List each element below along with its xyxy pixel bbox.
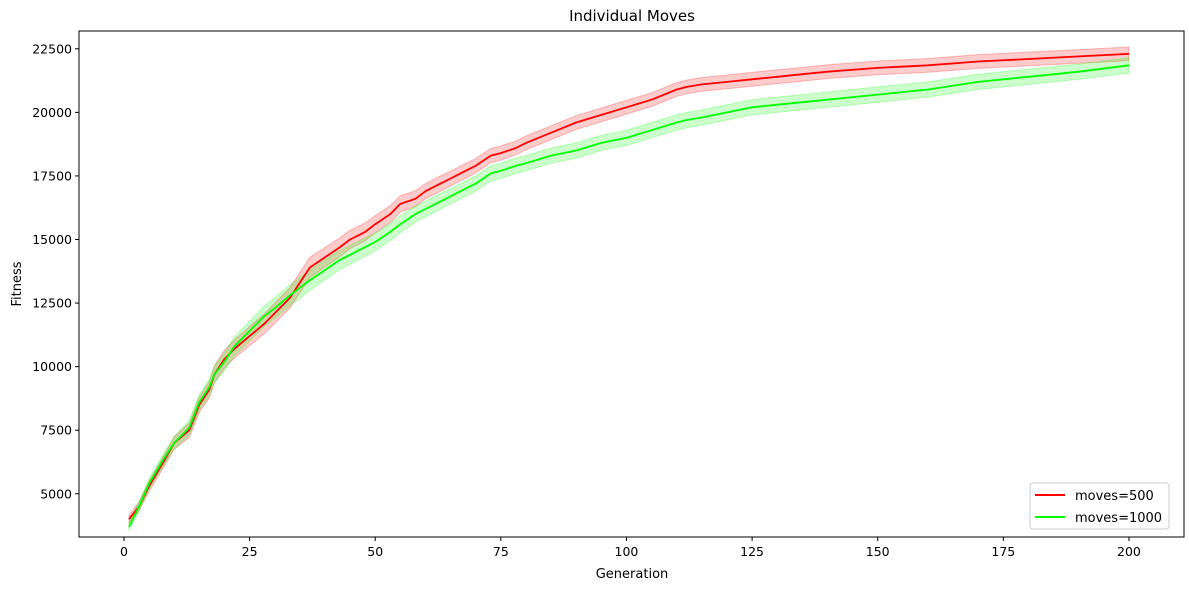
- chart-title: Individual Moves: [569, 7, 695, 25]
- line-series-1: [128, 64, 1130, 528]
- x-tick-label: 175: [991, 544, 1015, 559]
- y-tick-label: 15000: [32, 232, 72, 247]
- x-tick-label: 75: [493, 544, 509, 559]
- y-tick-label: 20000: [32, 105, 72, 120]
- band-series-0: [128, 46, 1130, 525]
- x-tick-label: 0: [120, 544, 128, 559]
- legend: moves=500 moves=1000: [1029, 482, 1170, 530]
- y-tick-label: 10000: [32, 359, 72, 374]
- x-axis-title: Generation: [596, 567, 669, 582]
- x-tick-label: 100: [615, 544, 639, 559]
- y-tick-label: 7500: [40, 423, 72, 438]
- y-axis-title: Fitness: [10, 261, 25, 306]
- x-tick-label: 200: [1117, 544, 1141, 559]
- y-tick-label: 5000: [40, 486, 72, 501]
- line-series-0: [128, 53, 1130, 520]
- series-lines: [128, 53, 1130, 528]
- x-axis: 0 25 50 75 100 125 150 175 200: [120, 537, 1141, 559]
- y-tick-label: 17500: [32, 168, 72, 183]
- y-tick-label: 22500: [32, 41, 72, 56]
- legend-label-moves-500: moves=500: [1075, 489, 1154, 504]
- legend-label-moves-1000: moves=1000: [1075, 511, 1162, 526]
- x-tick-label: 150: [866, 544, 890, 559]
- plot-frame: [78, 30, 1185, 538]
- x-tick-label: 125: [740, 544, 764, 559]
- y-axis: 5000 7500 10000 12500 15000 17500 20000 22500: [32, 41, 79, 501]
- x-tick-label: 50: [367, 544, 383, 559]
- band-series-1: [128, 57, 1130, 531]
- y-tick-label: 12500: [32, 296, 72, 311]
- confidence-bands: [128, 46, 1130, 531]
- x-tick-label: 25: [242, 544, 258, 559]
